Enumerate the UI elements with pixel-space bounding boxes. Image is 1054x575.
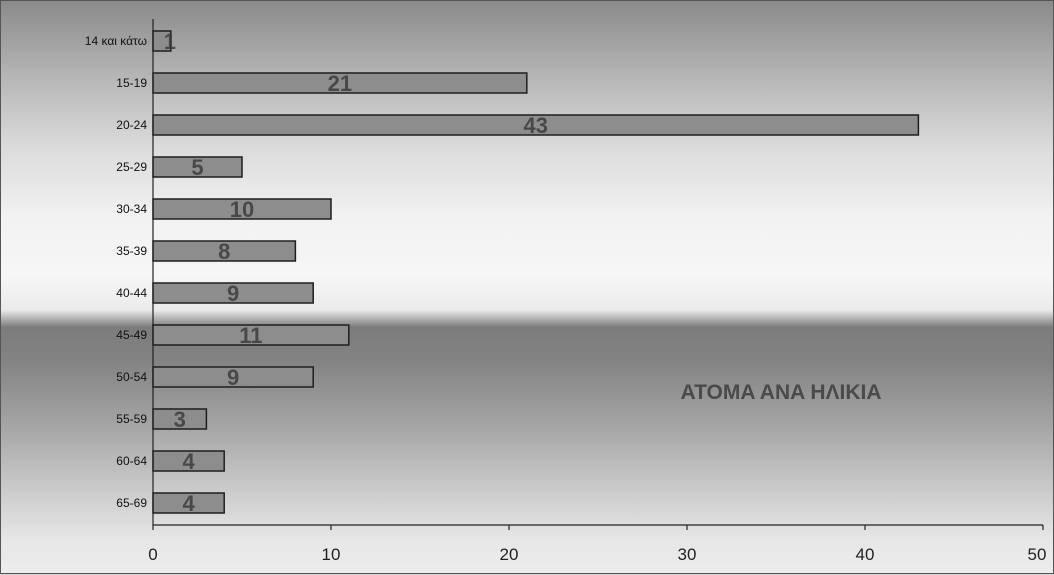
x-tick-label: 0 [148, 545, 157, 564]
data-label: 10 [230, 197, 254, 222]
x-tick-label: 30 [678, 545, 697, 564]
data-label: 8 [218, 239, 230, 264]
data-label: 4 [182, 491, 195, 516]
data-label: 43 [523, 113, 547, 138]
chart-title: ATOMA ANA HΛIKIA [680, 381, 881, 404]
category-label: 55-59 [116, 412, 147, 426]
category-label: 45-49 [116, 328, 147, 342]
data-label: 11 [239, 323, 262, 348]
category-label: 30-34 [116, 202, 147, 216]
category-label: 14 και κάτω [85, 34, 147, 48]
category-label: 15-19 [116, 76, 147, 90]
category-label: 50-54 [116, 370, 147, 384]
data-label: 9 [227, 281, 239, 306]
data-label: 1 [164, 29, 176, 54]
x-tick-label: 10 [322, 545, 341, 564]
x-tick-label: 40 [856, 545, 875, 564]
category-label: 65-69 [116, 496, 147, 510]
data-label: 5 [191, 155, 203, 180]
data-label: 4 [182, 449, 195, 474]
category-label: 35-39 [116, 244, 147, 258]
data-label: 21 [328, 71, 352, 96]
category-label: 25-29 [116, 160, 147, 174]
x-tick-label: 50 [1028, 545, 1047, 564]
x-tick-label: 20 [500, 545, 519, 564]
data-label: 3 [174, 407, 186, 432]
category-label: 20-24 [116, 118, 147, 132]
category-label: 60-64 [116, 454, 147, 468]
data-label: 9 [227, 365, 239, 390]
category-label: 40-44 [116, 286, 147, 300]
